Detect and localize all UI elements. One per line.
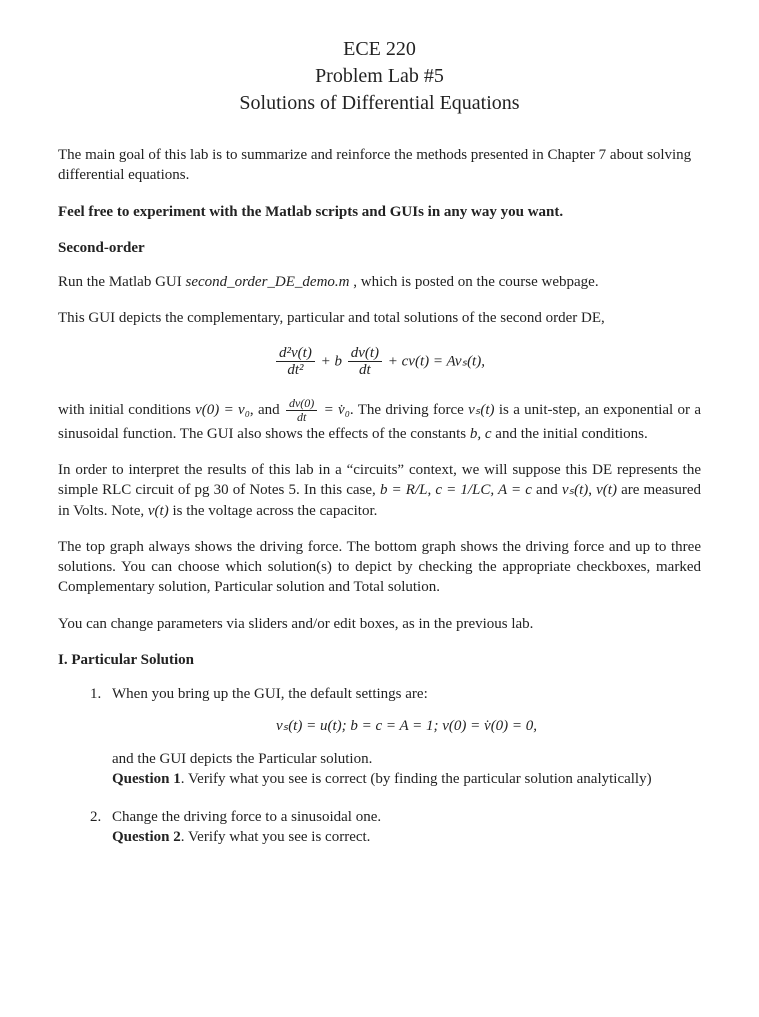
ic-text-d: and the initial conditions. [492,426,648,442]
eq-term1-num: d²v(t) [276,345,315,363]
ic-eq: = v̇₀ [319,402,350,418]
item1-after: and the GUI depicts the Particular solut… [112,749,701,769]
ic-frac-den: dt [286,411,317,424]
item1-eq-text: vₛ(t) = u(t); b = c = A = 1; v(0) = v̇(0… [276,718,537,734]
interp-vs: vₛ(t) [562,482,588,498]
lab-number: Problem Lab #5 [58,63,701,90]
particular-solution-heading: I. Particular Solution [58,650,701,670]
ic-vs: vₛ(t) [468,402,494,418]
item1-question: Question 1. Verify what you see is corre… [112,769,701,789]
run-gui-paragraph: Run the Matlab GUI second_order_DE_demo.… [58,272,701,292]
eq-term2-frac: dv(t) dt [348,345,382,379]
initial-conditions-paragraph: with initial conditions v(0) = v₀, and d… [58,397,701,445]
item1-equation: vₛ(t) = u(t); b = c = A = 1; v(0) = v̇(0… [112,716,701,736]
item-body: When you bring up the GUI, the default s… [112,684,701,789]
main-equation: d²v(t) dt² + b dv(t) dt + cv(t) = Avₛ(t)… [58,345,701,379]
interp-vt2: v(t) [148,503,169,519]
eq-term1-den: dt² [276,362,315,379]
item2-lead: Change the driving force to a sinusoidal… [112,807,701,827]
eq-term2-den: dt [348,362,382,379]
item-number: 2. [90,807,112,848]
interpret-paragraph: In order to interpret the results of thi… [58,460,701,521]
question2-text: . Verify what you see is correct. [181,829,371,845]
interp-eq: b = R/L, c = 1/LC, A = c [380,482,532,498]
run-prefix: Run the Matlab GUI [58,274,185,290]
item2-question: Question 2. Verify what you see is corre… [112,827,701,847]
document-page: ECE 220 Problem Lab #5 Solutions of Diff… [0,0,759,1017]
script-name: second_order_DE_demo.m [185,274,349,290]
title-block: ECE 220 Problem Lab #5 Solutions of Diff… [58,36,701,117]
interp-c: , [588,482,596,498]
ic-text-a: with initial conditions [58,402,195,418]
list-item: 1. When you bring up the GUI, the defaul… [90,684,701,789]
ordered-list: 1. When you bring up the GUI, the defaul… [58,684,701,848]
ic-and: , and [250,402,284,418]
interp-b: and [532,482,562,498]
eq-term1-frac: d²v(t) dt² [276,345,315,379]
ic-v0: v(0) = v₀ [195,402,250,418]
list-item: 2. Change the driving force to a sinusoi… [90,807,701,848]
interp-vt: v(t) [596,482,617,498]
second-order-heading: Second-order [58,238,701,258]
question1-label: Question 1 [112,771,181,787]
intro-paragraph: The main goal of this lab is to summariz… [58,145,701,186]
eq-term2-num: dv(t) [348,345,382,363]
question2-label: Question 2 [112,829,181,845]
eq-plus-b: + b [317,353,342,369]
ic-frac-num: dv(0) [286,397,317,411]
course-code: ECE 220 [58,36,701,63]
experiment-note: Feel free to experiment with the Matlab … [58,202,701,222]
item-number: 1. [90,684,112,789]
item1-lead: When you bring up the GUI, the default s… [112,684,701,704]
topgraph-paragraph: The top graph always shows the driving f… [58,537,701,598]
lab-title: Solutions of Differential Equations [58,90,701,117]
eq-rest: + cv(t) = Avₛ(t), [384,353,485,369]
ic-bc: b, c [470,426,492,442]
run-suffix: , which is posted on the course webpage. [349,274,598,290]
ic-frac: dv(0)dt [286,397,317,424]
item-body: Change the driving force to a sinusoidal… [112,807,701,848]
sliders-paragraph: You can change parameters via sliders an… [58,614,701,634]
ic-text-b: . The driving force [350,402,468,418]
question1-text: . Verify what you see is correct (by fin… [181,771,652,787]
interp-e: is the voltage across the capacitor. [169,503,378,519]
gui-depicts-paragraph: This GUI depicts the complementary, part… [58,308,701,328]
